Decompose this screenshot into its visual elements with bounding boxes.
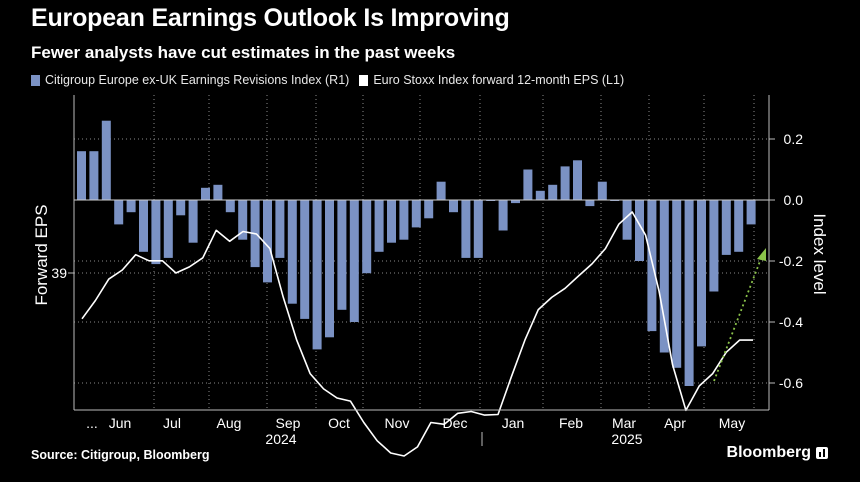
legend-swatch-bar-icon: [31, 74, 40, 86]
x-tick-label: Mar: [612, 415, 636, 431]
bar: [362, 200, 372, 274]
bar: [573, 160, 582, 200]
right-tick-label: 0.0: [784, 192, 804, 208]
x-tick-label: Jun: [109, 415, 132, 431]
brand: Bloomberg: [727, 444, 828, 462]
bar: [647, 200, 657, 332]
bar: [77, 151, 86, 200]
x-tick-label: Nov: [385, 415, 410, 431]
x-tick-label: Apr: [664, 415, 686, 431]
bar: [399, 200, 409, 240]
legend-item-revisions: Citigroup Europe ex-UK Earnings Revision…: [31, 73, 349, 87]
x-tick-label: May: [719, 415, 745, 431]
bar: [275, 200, 285, 258]
x-tick-label: Dec: [443, 415, 468, 431]
bar: [89, 151, 99, 200]
bar: [114, 200, 124, 225]
bar: [498, 200, 508, 231]
bar: [163, 200, 173, 258]
x-tick-label: ...: [86, 415, 98, 431]
legend-label-revisions: Citigroup Europe ex-UK Earnings Revision…: [45, 73, 350, 87]
bar: [697, 200, 706, 347]
bar: [548, 184, 558, 201]
bar: [672, 200, 682, 368]
bar: [300, 200, 310, 319]
bar: [721, 200, 731, 255]
bar: [473, 200, 483, 258]
bar: [449, 200, 458, 213]
bloomberg-logo-icon: [816, 447, 828, 459]
bar: [151, 200, 161, 265]
bar: [188, 200, 198, 243]
x-tick-label: Feb: [559, 415, 583, 431]
bar: [746, 200, 756, 225]
x-tick-label: Jan: [502, 415, 525, 431]
bar: [622, 200, 632, 240]
year-label: 2024: [265, 431, 296, 447]
legend-label-eps: Euro Stoxx Index forward 12-month EPS (L…: [373, 73, 625, 87]
right-axis-title: Index level: [810, 213, 829, 294]
bar: [659, 200, 669, 353]
bar: [374, 200, 384, 252]
bar: [560, 166, 570, 200]
bar: [225, 200, 235, 213]
legend-swatch-line-icon: [359, 74, 369, 86]
bar: [597, 181, 607, 200]
chart-subtitle: Fewer analysts have cut estimates in the…: [31, 43, 456, 62]
bar: [424, 200, 434, 219]
x-tick-label: Aug: [217, 415, 242, 431]
bar: [523, 169, 533, 200]
bar: [337, 200, 347, 310]
source-note: Source: Citigroup, Bloomberg: [31, 448, 210, 462]
bar: [411, 200, 421, 228]
trend-arrowhead-icon: [757, 248, 766, 261]
legend: Citigroup Europe ex-UK Earnings Revision…: [31, 73, 624, 87]
bar: [387, 200, 396, 243]
year-label: 2025: [611, 431, 642, 447]
x-tick-label: Jul: [163, 415, 181, 431]
brand-name: Bloomberg: [726, 444, 811, 461]
bar: [535, 190, 545, 200]
bar: [101, 120, 111, 200]
bar: [325, 200, 334, 338]
x-tick-label: Sep: [276, 415, 301, 431]
right-tick-label: -0.4: [779, 314, 803, 330]
bar: [734, 200, 744, 252]
bar: [238, 200, 248, 240]
left-tick-label: 39: [51, 265, 67, 281]
bar: [461, 200, 471, 258]
bar: [201, 187, 210, 200]
x-tick-label: Oct: [328, 415, 350, 431]
bar: [436, 181, 446, 200]
right-tick-label: -0.2: [779, 253, 803, 269]
bar: [263, 200, 272, 283]
bar: [176, 200, 186, 216]
bar: [684, 200, 694, 386]
eps-line: [81, 211, 753, 457]
bar: [126, 200, 136, 213]
right-tick-label: 0.2: [784, 131, 804, 147]
bar: [585, 200, 595, 207]
left-axis-title: Forward EPS: [32, 204, 51, 305]
bar: [312, 200, 322, 350]
bar: [213, 184, 223, 201]
bar: [511, 200, 520, 204]
chart-title: European Earnings Outlook Is Improving: [31, 4, 510, 32]
trend-arrow-line: [713, 255, 763, 382]
bar: [635, 200, 644, 261]
bar: [709, 200, 719, 292]
bar: [287, 200, 297, 304]
right-tick-label: -0.6: [779, 375, 803, 391]
bar: [349, 200, 359, 322]
bar: [139, 200, 148, 252]
legend-item-eps: Euro Stoxx Index forward 12-month EPS (L…: [359, 73, 624, 87]
